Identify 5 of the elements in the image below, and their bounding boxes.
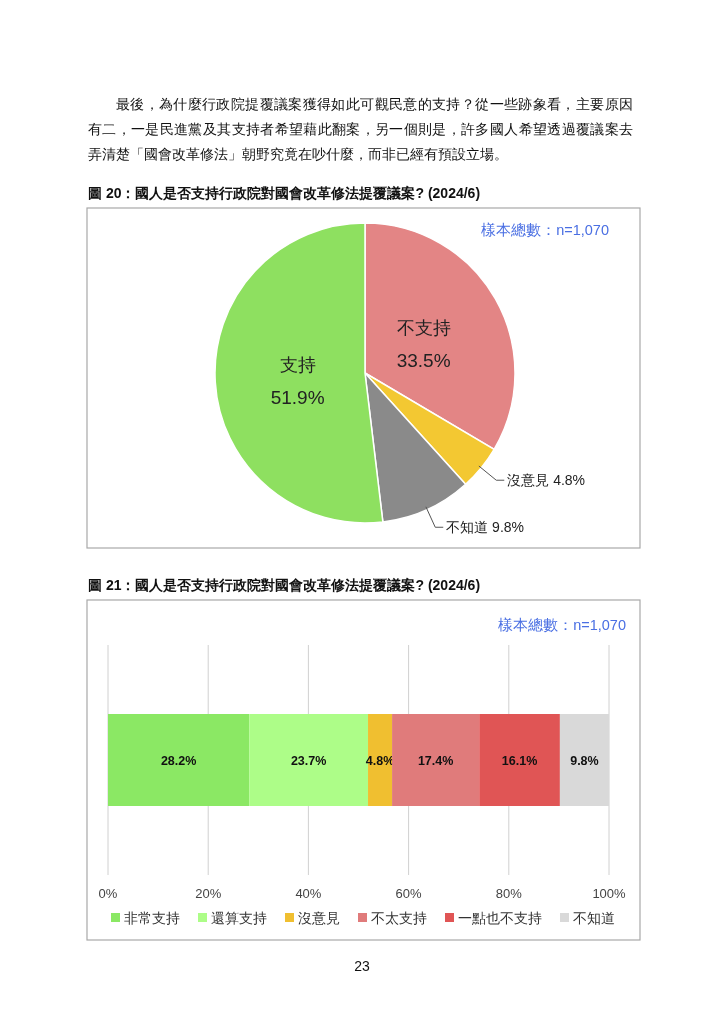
note: 樣本總數：n=1,070 [481, 222, 609, 238]
note: 樣本總數：n=1,070 [498, 617, 626, 633]
title: 圖 20：國人是否支持行政院對國會改革修法提覆議案? (2024/6) [88, 185, 481, 201]
paragraph: 最後，為什麼行政院提覆議案獲得如此可觀民意的支持？從一些跡象看，主要原因有二，一是民進黨及其支持者希望藉此翻案，另一個則是，許多國人希望透過覆議案去弄清楚「國會改革修法」朝野究竟在吵什麼，而非已經有預設立場。 [88, 96, 633, 162]
title: 圖 21：國人是否支持行政院對國會改革修法提覆議案? (2024/6) [88, 577, 481, 593]
